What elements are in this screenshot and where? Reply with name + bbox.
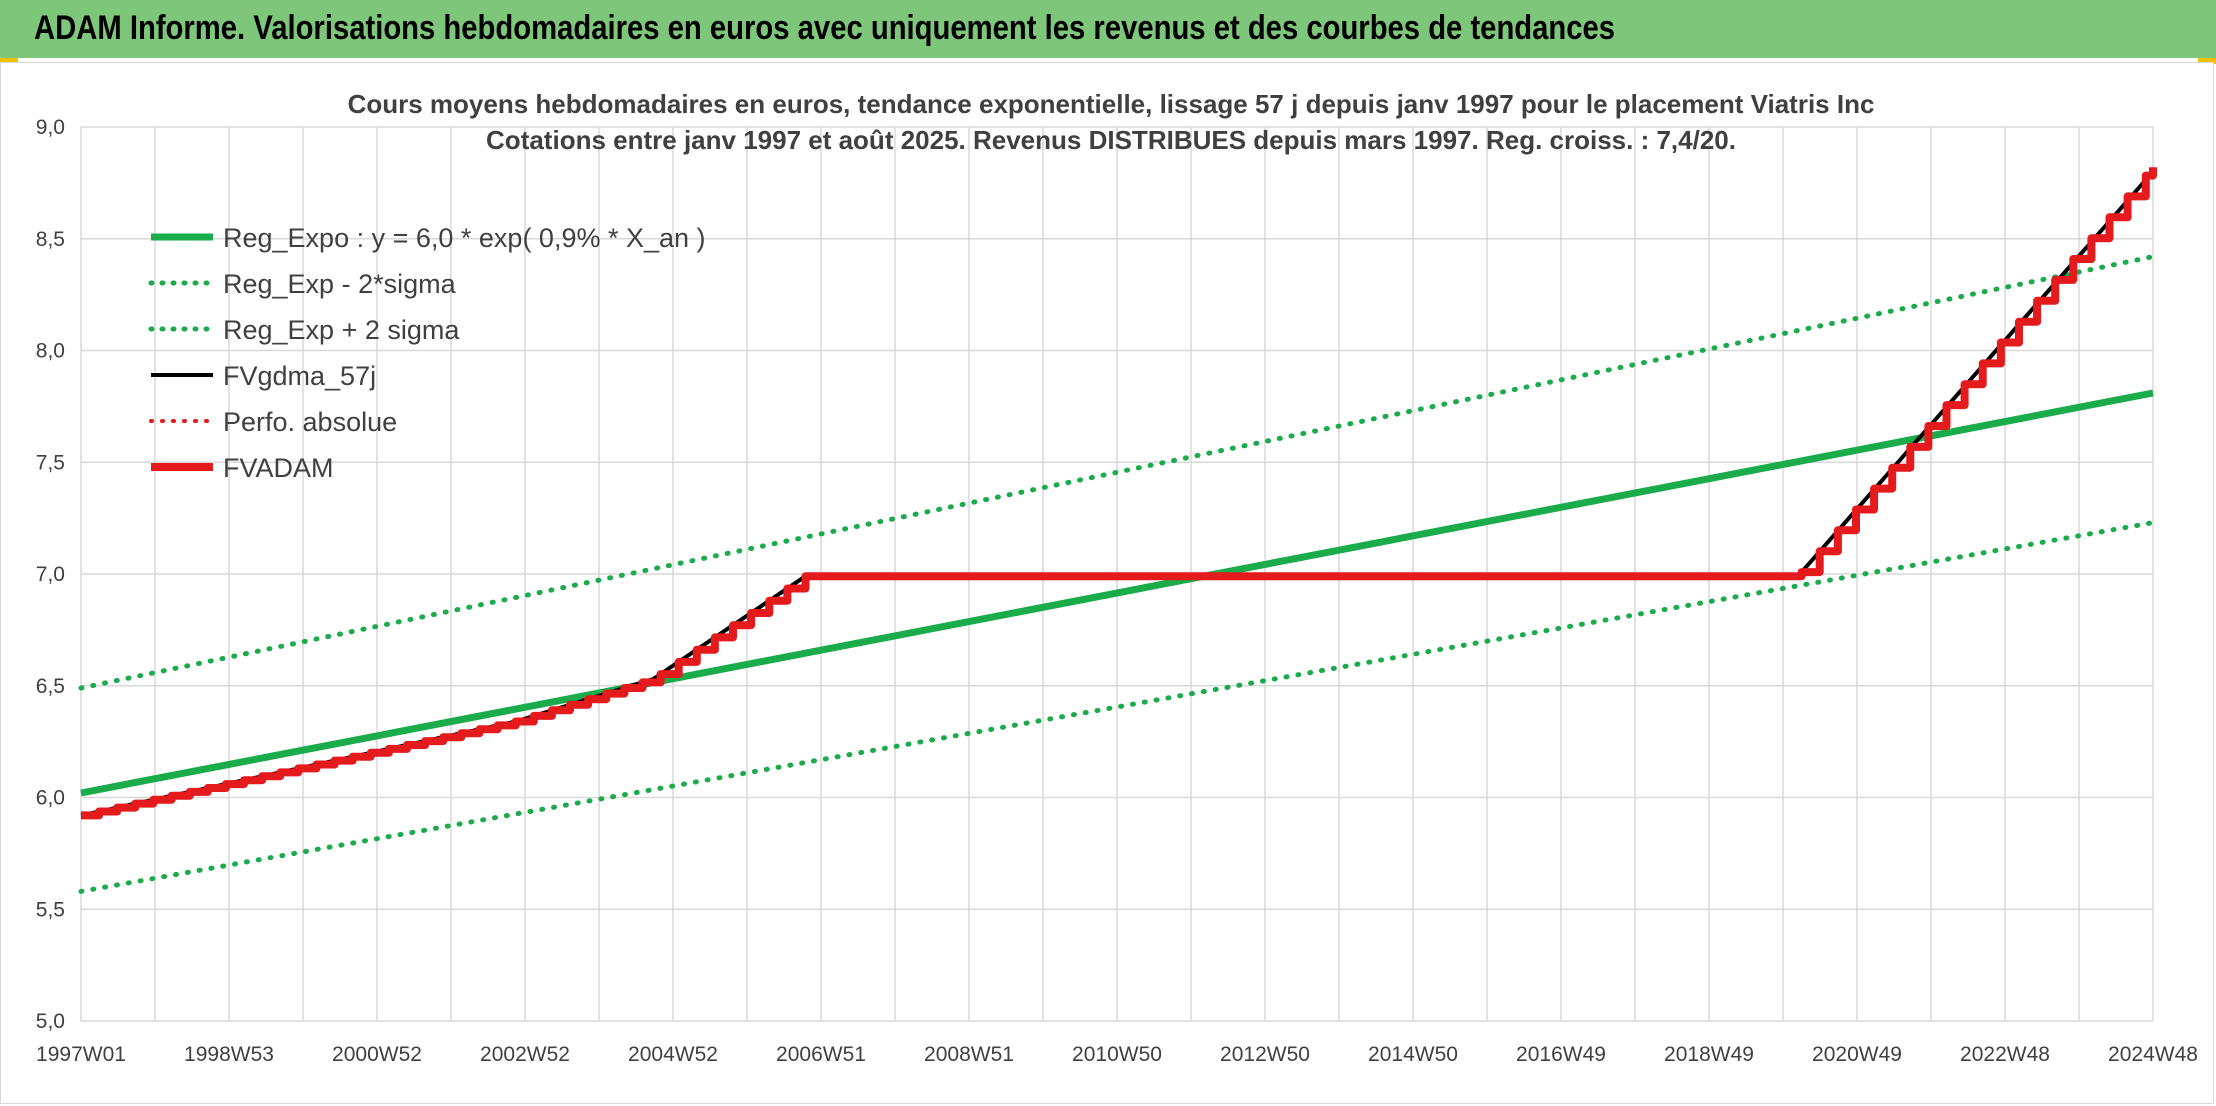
x-tick-label: 2000W52 (332, 1043, 422, 1066)
x-tick-label: 2008W51 (924, 1043, 1014, 1066)
x-tick-label: 2010W50 (1072, 1043, 1162, 1066)
chart-title-line: Cours moyens hebdomadaires en euros, ten… (348, 89, 1875, 119)
y-tick-label: 9,0 (36, 116, 65, 139)
legend-label: Reg_Expo : y = 6,0 * exp( 0,9% * X_an ) (223, 223, 706, 253)
chart-title-line: Cotations entre janv 1997 et août 2025. … (486, 125, 1736, 155)
y-tick-label: 5,0 (36, 1010, 65, 1033)
report-title: ADAM Informe. Valorisations hebdomadaire… (34, 9, 1616, 47)
x-tick-label: 1997W01 (36, 1043, 126, 1066)
chart-area: 5,0 5,5 6,0 6,5 7,0 7,5 8,0 8,5 9,0 1997W01 1998W5… (0, 62, 2214, 1104)
legend-label: Perfo. absolue (223, 407, 397, 437)
series-line-reg-expo-y-6-0-exp-0-9-x-an (80, 389, 2154, 797)
corner-accent-left (0, 58, 18, 64)
x-tick-label: 2024W48 (2108, 1043, 2198, 1066)
x-tick-label: 1998W53 (184, 1043, 274, 1066)
x-tick-label: 2012W50 (1220, 1043, 1310, 1066)
x-tick-label: 2016W49 (1516, 1043, 1606, 1066)
legend-label: FVgdma_57j (223, 361, 376, 391)
x-tick-label: 2020W49 (1812, 1043, 1902, 1066)
series-line-fvadam (81, 167, 2157, 820)
x-tick-label: 2004W52 (628, 1043, 718, 1066)
y-tick-label: 5,5 (36, 898, 65, 921)
y-tick-label: 8,5 (36, 228, 65, 251)
y-tick-label: 7,5 (36, 451, 65, 474)
x-tick-label: 2022W48 (1960, 1043, 2050, 1066)
legend-label: FVADAM (223, 453, 334, 483)
y-tick-label: 7,0 (36, 563, 65, 586)
x-tick-label: 2014W50 (1368, 1043, 1458, 1066)
legend-label: Reg_Exp - 2*sigma (223, 269, 457, 299)
y-tick-label: 8,0 (36, 340, 65, 363)
x-tick-label: 2002W52 (480, 1043, 570, 1066)
y-tick-label: 6,5 (36, 675, 65, 698)
report-header: ADAM Informe. Valorisations hebdomadaire… (0, 0, 2216, 58)
legend-label: Reg_Exp + 2 sigma (223, 315, 460, 345)
series-line-reg-exp-2-sigma (78, 520, 2156, 894)
corner-accent-right (2198, 58, 2216, 64)
line-chart: 5,0 5,5 6,0 6,5 7,0 7,5 8,0 8,5 9,0 1997W01 1998W5… (36, 89, 2198, 1066)
y-tick-label: 6,0 (36, 787, 65, 810)
x-tick-label: 2006W51 (776, 1043, 866, 1066)
series-line-reg-exp-2-sigma (78, 254, 2156, 691)
x-tick-label: 2018W49 (1664, 1043, 1754, 1066)
